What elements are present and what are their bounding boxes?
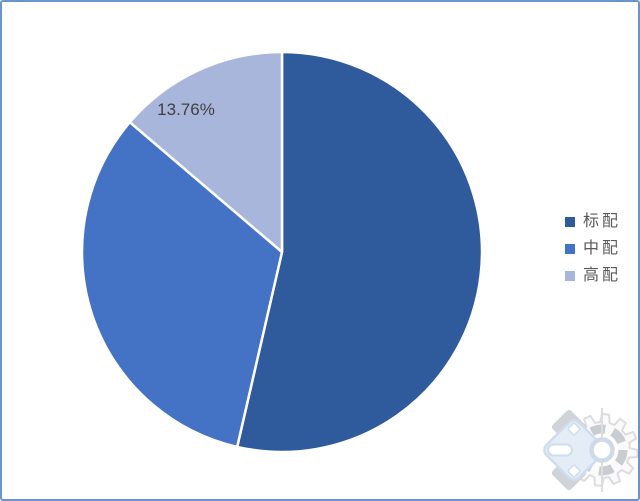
- gear-logo-icon: [543, 408, 638, 492]
- pie-data-label-2: 13.76%: [157, 100, 215, 119]
- legend-item-2: 高配: [565, 268, 621, 284]
- pie-slice-2: [128, 50, 284, 254]
- legend-label-2: 高配: [583, 267, 622, 284]
- legend-label-1: 中配: [583, 240, 622, 257]
- legend: 标配 中配 高配: [565, 214, 621, 284]
- pie-slice-1: [80, 120, 284, 449]
- legend-label-0: 标配: [583, 213, 622, 230]
- legend-swatch-2: [565, 271, 575, 281]
- legend-swatch-1: [565, 244, 575, 254]
- legend-item-0: 标配: [565, 214, 621, 230]
- legend-swatch-0: [565, 217, 575, 227]
- pie-slice-0: [235, 50, 484, 454]
- legend-item-1: 中配: [565, 241, 621, 257]
